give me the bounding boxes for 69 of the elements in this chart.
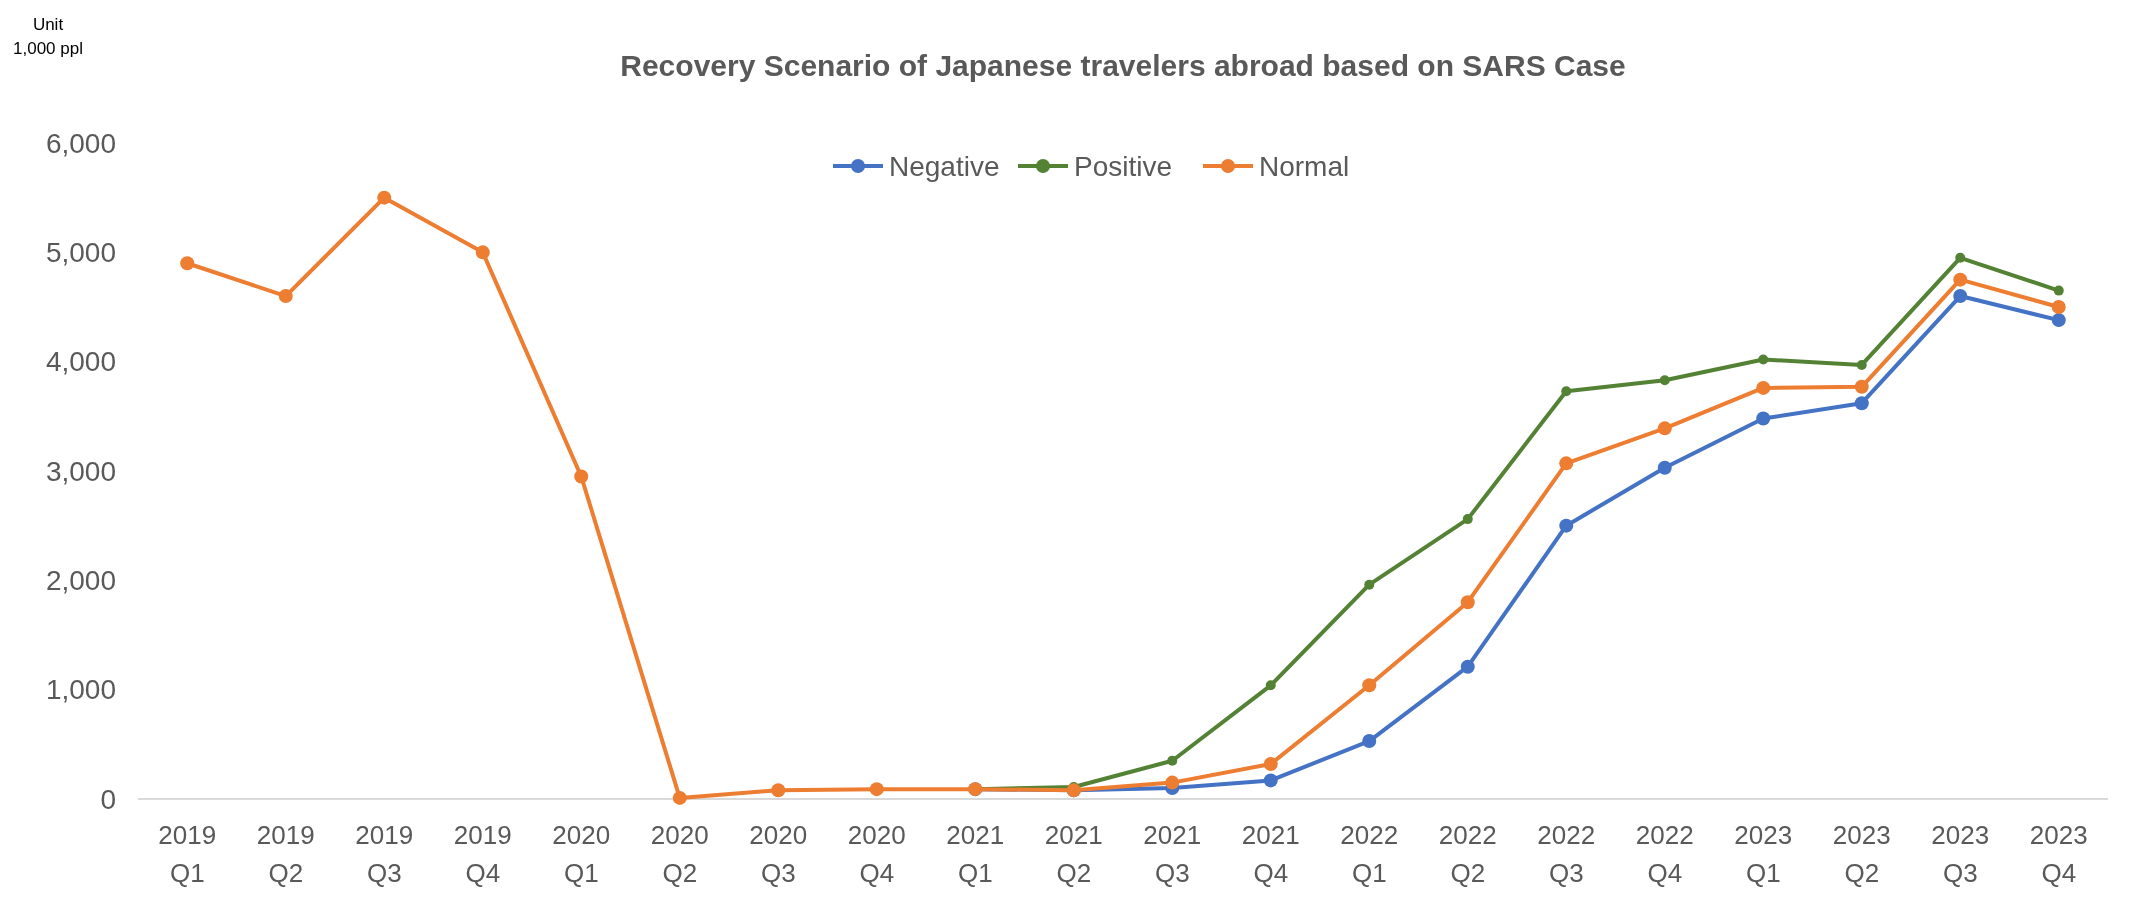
point (1263, 757, 1278, 772)
point (1953, 289, 1968, 304)
x-tick-label: 2019 Q3 (355, 820, 414, 888)
point (1657, 421, 1672, 436)
point (1362, 734, 1377, 749)
chart-title: Recovery Scenario of Japanese travelers abroad based on SARS Case (620, 49, 1626, 82)
point (574, 469, 589, 484)
x-tick-label: 2023 Q2 (1832, 820, 1891, 888)
x-tick-label: 2023 Q4 (2029, 820, 2088, 888)
x-tick-label: 2019 Q2 (256, 820, 315, 888)
point (1659, 375, 1670, 386)
point (1955, 252, 1966, 263)
point (1758, 354, 1769, 365)
point (1460, 595, 1475, 610)
point (1364, 579, 1375, 590)
y-tick-label: 4,000 (45, 346, 116, 378)
y-tick-label: 6,000 (45, 127, 116, 159)
point (2051, 300, 2066, 314)
point (1263, 773, 1278, 788)
x-tick-label: 2022 Q4 (1635, 820, 1694, 888)
point (1559, 456, 1574, 471)
point (1460, 659, 1475, 674)
point (1559, 518, 1574, 533)
x-tick-label: 2021 Q1 (946, 820, 1005, 888)
x-tick-label: 2021 Q4 (1241, 820, 1300, 888)
point (1854, 396, 1869, 411)
x-tick-label: 2022 Q2 (1438, 820, 1497, 888)
y-tick-label: 1,000 (45, 674, 116, 706)
point (1167, 755, 1178, 766)
point (1657, 460, 1672, 475)
point (1856, 359, 1867, 370)
x-tick-label: 2023 Q1 (1734, 820, 1793, 888)
point (1265, 680, 1276, 691)
point (1462, 514, 1473, 525)
point (475, 245, 490, 260)
x-tick-label: 2021 Q3 (1143, 820, 1202, 888)
point (2051, 313, 2066, 328)
y-tick-label: 3,000 (45, 455, 116, 487)
x-tick-label: 2019 Q1 (158, 820, 217, 888)
x-tick-label: 2020 Q1 (552, 820, 611, 888)
point (1756, 411, 1771, 426)
point (1561, 386, 1572, 397)
point (278, 289, 293, 304)
x-tick-label: 2020 Q4 (847, 820, 906, 888)
x-tick-label: 2020 Q3 (749, 820, 808, 888)
point (1854, 379, 1869, 394)
point (1756, 380, 1771, 395)
x-tick-label: 2021 Q2 (1044, 820, 1103, 888)
point (2053, 285, 2064, 296)
point (377, 190, 392, 205)
y-tick-label: 5,000 (45, 237, 116, 269)
x-tick-label: 2023 Q3 (1931, 820, 1990, 888)
text: Unit 1,000 ppl (13, 15, 83, 58)
point (1953, 272, 1968, 287)
point (1362, 678, 1377, 693)
legend-label: Positive (1074, 150, 1173, 182)
x-tick-label: 2022 Q3 (1537, 820, 1596, 888)
point (869, 782, 884, 797)
y-tick-label: 2,000 (45, 565, 116, 597)
y-tick-label: 0 (100, 783, 116, 815)
point (672, 790, 687, 805)
x-tick-label: 2019 Q4 (453, 820, 512, 888)
legend-label: Negative (889, 150, 1000, 182)
point (180, 256, 195, 271)
point (1165, 775, 1180, 790)
legend-label: Normal (1259, 150, 1350, 182)
x-tick-label: 2022 Q1 (1340, 820, 1399, 888)
x-tick-label: 2020 Q2 (650, 820, 709, 888)
point (771, 783, 786, 798)
